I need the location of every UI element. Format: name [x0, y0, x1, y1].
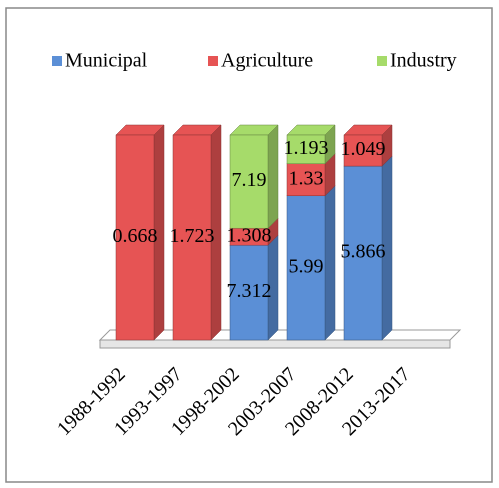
- legend-swatch: [52, 56, 62, 66]
- bar-front: [286, 163, 326, 197]
- data-label: 7.312: [227, 280, 272, 302]
- bar-front: [229, 244, 269, 341]
- bar-segment: [172, 124, 222, 341]
- data-label: 5.99: [289, 255, 324, 277]
- bar-front: [343, 134, 383, 167]
- bar-front: [229, 134, 269, 229]
- bar-front: [115, 134, 155, 341]
- bar-side: [267, 124, 279, 229]
- legend-swatch: [377, 56, 387, 66]
- legend-label: Industry: [390, 50, 457, 72]
- bar-side: [324, 185, 336, 341]
- bar-front: [343, 165, 383, 341]
- bar-segment: [343, 124, 393, 167]
- legend-label: Agriculture: [221, 50, 313, 72]
- legend-label: Municipal: [65, 50, 148, 72]
- bar-segment: [229, 124, 279, 229]
- data-label: 5.866: [341, 241, 386, 263]
- data-label: 1.723: [170, 225, 215, 247]
- bar-segment: [115, 124, 165, 341]
- floor-front: [99, 339, 451, 349]
- bar-front: [172, 134, 212, 341]
- data-label: 1.308: [227, 224, 272, 246]
- bar-segment: [343, 155, 393, 341]
- data-label: 1.193: [284, 137, 329, 159]
- data-label: 7.19: [232, 169, 267, 191]
- bar-front: [286, 195, 326, 341]
- bar-segment: [286, 124, 336, 165]
- bar-front: [286, 134, 326, 164]
- data-label: 1.049: [341, 138, 386, 160]
- legend-swatch: [208, 56, 218, 66]
- data-label: 0.668: [113, 225, 158, 247]
- data-label: 1.33: [289, 167, 324, 189]
